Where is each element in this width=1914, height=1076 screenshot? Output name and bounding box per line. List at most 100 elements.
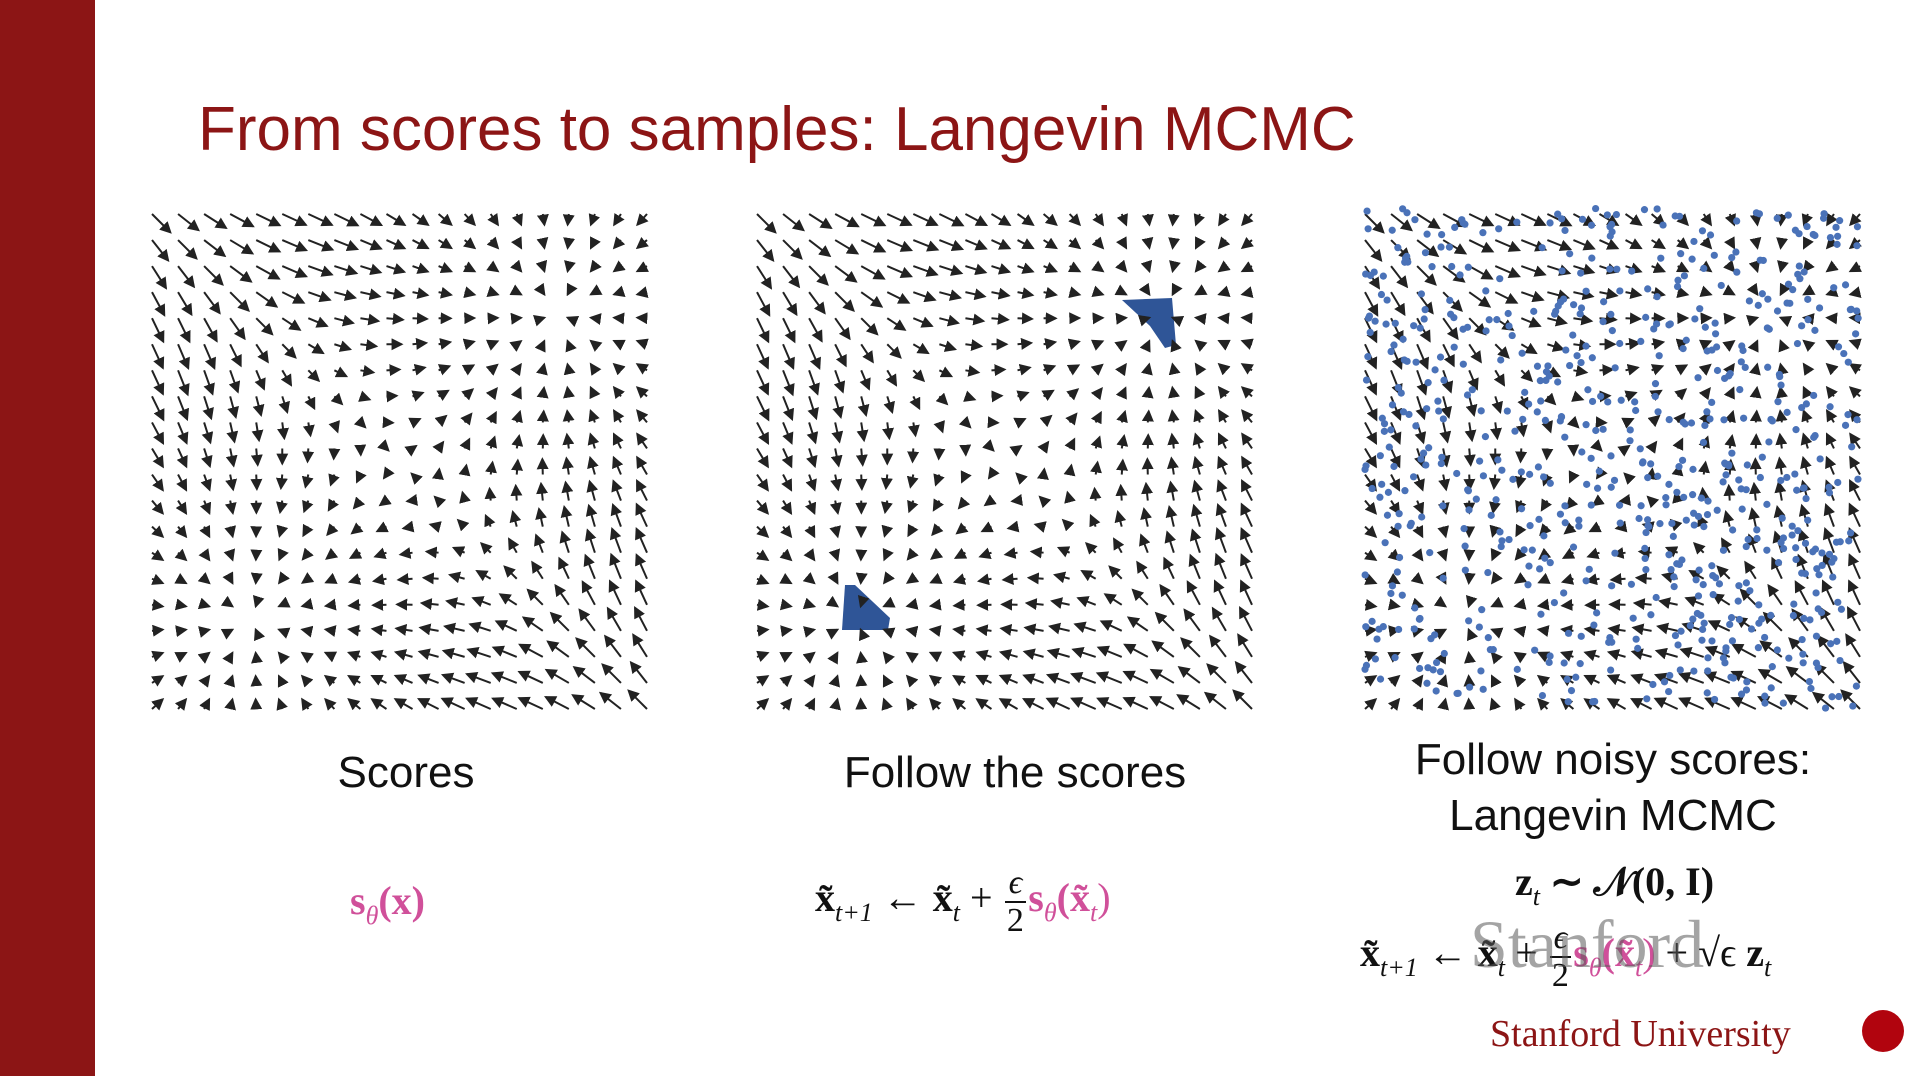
arrow [1168,385,1180,399]
arrow [307,265,334,277]
arrow [327,498,340,512]
arrow [1656,622,1678,635]
sample-dot [1440,376,1448,384]
arrow [386,238,407,250]
arrow [1704,645,1731,658]
arrow [1614,520,1628,533]
arrow [589,362,602,376]
arrow [635,338,649,350]
arrow [634,606,648,632]
sample-dot [1409,473,1418,481]
arrow [928,625,942,637]
arrow [1802,236,1814,250]
arrow [347,698,362,711]
sample-dot [1577,304,1586,312]
arrow [999,623,1018,636]
sample-dot [1610,476,1619,484]
arrow [912,342,930,355]
arrow [1825,362,1839,376]
arrow [307,239,335,252]
arrow [255,213,282,227]
arrow [1090,387,1103,401]
arrow [1010,494,1023,506]
arrow [1170,316,1185,328]
arrow [198,548,211,562]
arrow [880,474,893,491]
arrow [302,448,315,464]
sample-dot [1411,216,1419,224]
arrow [951,650,966,662]
f: s [1028,875,1044,921]
sample-dot [1665,551,1673,559]
arrow [463,237,477,250]
f: 2 [1551,957,1569,994]
arrow [803,548,816,562]
sample-dot [1426,549,1434,557]
sample-dot [1582,287,1590,295]
sample-dot [1397,389,1405,397]
arrow [1520,369,1534,383]
arrow [1141,409,1154,423]
arrow [1757,668,1783,684]
arrow [1778,339,1790,353]
arrow [448,571,465,584]
arrow [780,525,793,539]
arrow [1442,343,1455,368]
arrow [955,522,969,535]
sample-dot [1701,421,1709,430]
sample-dot [1435,407,1443,415]
arrow [1674,364,1689,376]
sample-dot [1448,262,1456,271]
arrow [589,385,601,400]
sample-dot [1834,598,1842,606]
sample-dot [1690,237,1698,246]
sample-dot [1641,554,1649,563]
sample-dot [1607,452,1615,460]
arrow [281,213,308,227]
arrow [1410,572,1424,585]
arrow [929,572,943,584]
arrow [323,651,338,663]
sample-dot [1450,314,1458,322]
arrow [1823,502,1836,527]
cluster [842,585,890,630]
arrow [174,573,188,585]
arrow [534,533,546,554]
arrow [982,439,995,452]
sample-dot [1636,445,1644,453]
arrow [611,479,623,501]
sample-dot [1689,615,1697,623]
arrow [830,448,843,468]
arrow [1241,432,1253,450]
arrow [859,369,871,391]
arrow [1066,388,1080,401]
arrow [756,549,770,562]
arrow [438,338,453,350]
sample-dot [1743,678,1751,686]
arrow [333,239,360,252]
sample-dot [1651,392,1659,401]
sample-dot [1713,366,1722,375]
arrow [1536,625,1550,637]
sample-dot [1735,476,1743,484]
sample-dot [1800,614,1808,623]
f: x̃ [1360,930,1380,976]
arrow [834,317,851,341]
arrow [1037,440,1050,454]
arrow [1747,339,1759,353]
arrow [1739,588,1757,606]
sample-dot [1662,501,1670,509]
arrow [1217,285,1231,297]
sample-dot [1669,532,1677,541]
sample-dot [1536,565,1544,573]
arrow [225,474,238,492]
arrow [1066,364,1081,376]
sample-dot [1700,619,1708,627]
arrow [1364,499,1378,515]
sample-dot [1538,691,1547,700]
sample-dot [1783,299,1791,307]
arrow [1364,213,1385,234]
arrow [1546,239,1573,252]
arrow [1217,409,1230,423]
